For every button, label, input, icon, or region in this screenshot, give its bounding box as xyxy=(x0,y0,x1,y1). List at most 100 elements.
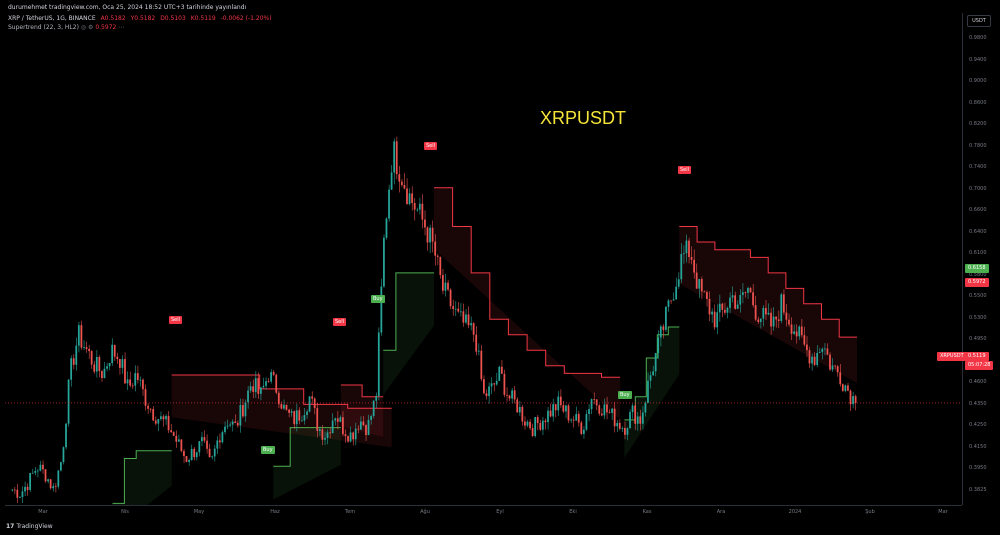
candle-body xyxy=(67,379,70,424)
price-tick: 0.6600 xyxy=(969,207,987,213)
candle-body xyxy=(162,416,165,420)
candle-body xyxy=(118,359,121,368)
candle-body xyxy=(277,392,280,405)
currency-button[interactable]: USDT xyxy=(967,15,991,27)
candle-body xyxy=(98,357,101,372)
candle-body xyxy=(380,286,383,333)
candle-body xyxy=(203,437,206,441)
bar-countdown-badge: 05:07:28 xyxy=(965,361,994,370)
price-tick: 0.8600 xyxy=(969,99,987,106)
candle-body xyxy=(803,335,806,345)
candle-body xyxy=(447,282,449,290)
candle-body xyxy=(641,412,644,424)
candle-body xyxy=(293,411,296,425)
candle-body xyxy=(147,405,149,409)
candle-body xyxy=(721,303,724,310)
candle-body xyxy=(595,399,598,406)
candle-body xyxy=(265,381,267,386)
candle-body xyxy=(495,380,498,385)
more-icon[interactable]: ⋯ xyxy=(118,24,125,31)
candle-body xyxy=(416,209,419,211)
candle-body xyxy=(654,353,657,372)
candle-body xyxy=(272,372,275,375)
candle-body xyxy=(823,348,826,350)
supertrend-fill-6 xyxy=(624,327,680,458)
candle-body xyxy=(729,297,731,308)
candle-body xyxy=(752,292,754,306)
candle-body xyxy=(816,352,819,365)
candle-body xyxy=(280,404,283,409)
candle-body xyxy=(244,402,247,417)
price-chart[interactable] xyxy=(5,13,962,533)
candle-body xyxy=(121,359,124,368)
candle-body xyxy=(508,395,511,399)
price-tick: 0.3825 xyxy=(969,486,987,493)
candle-body xyxy=(142,379,144,390)
candle-body xyxy=(439,256,442,276)
candle-body xyxy=(588,409,590,415)
candle-body xyxy=(54,486,57,487)
candle-body xyxy=(239,405,242,426)
candle-body xyxy=(716,312,719,328)
candle-body xyxy=(234,421,237,423)
candle-body xyxy=(629,412,631,429)
price-axis[interactable]: USDT 0.9800 0.9400 0.9000 0.8600 0.8200 0.780… xyxy=(962,13,1000,505)
chart-pane[interactable] xyxy=(5,13,962,533)
candle-body xyxy=(834,365,836,367)
time-tick: 2024 xyxy=(788,509,802,515)
candle-body xyxy=(618,422,621,429)
price-tick: 0.7800 xyxy=(969,142,987,149)
candle-body xyxy=(821,348,824,353)
candle-body xyxy=(336,418,339,422)
candle-body xyxy=(539,423,542,430)
tradingview-logo[interactable]: 17 TradingView xyxy=(6,523,53,530)
candle-body xyxy=(593,399,596,400)
change-value: -0.0062 (-1.20%) xyxy=(220,15,272,22)
eye-icon[interactable]: ◎ xyxy=(80,24,87,31)
candle-body xyxy=(459,311,462,313)
candle-body xyxy=(785,312,788,320)
candle-body xyxy=(775,316,778,320)
candle-body xyxy=(483,379,485,394)
candle-body xyxy=(559,396,562,406)
time-axis[interactable]: Mar Nis May Haz Tem Ağu Eyl Eki Kas Ara 2024 Şub Mar xyxy=(5,505,962,522)
candle-body xyxy=(529,421,531,429)
candle-body xyxy=(70,358,73,380)
price-tick: 0.5300 xyxy=(969,314,987,321)
candle-body xyxy=(798,326,801,337)
candle-body xyxy=(718,303,721,313)
candle-body xyxy=(275,374,278,393)
settings-icon[interactable]: ⚙ xyxy=(88,24,94,31)
candle-body xyxy=(521,406,524,422)
candle-body xyxy=(167,415,170,431)
candle-body xyxy=(218,440,221,443)
candle-body xyxy=(111,344,114,364)
sell-signal-label: Sell xyxy=(424,142,438,150)
candle-body xyxy=(723,309,726,313)
candle-body xyxy=(470,323,472,326)
time-tick: Ara xyxy=(716,509,726,515)
symbol-price-label: XRPUSDT xyxy=(937,352,967,361)
candle-body xyxy=(106,366,108,369)
price-tick: 0.4950 xyxy=(969,336,987,342)
candle-body xyxy=(421,203,424,220)
candle-body xyxy=(844,385,847,391)
candle-body xyxy=(206,440,208,449)
candle-body xyxy=(403,185,406,189)
candle-body xyxy=(849,390,852,405)
candle-body xyxy=(306,411,308,416)
time-tick: Ağu xyxy=(420,509,430,515)
candle-body xyxy=(101,371,103,378)
candle-body xyxy=(136,373,139,380)
candle-body xyxy=(706,292,708,299)
candle-body xyxy=(213,448,216,457)
symbol-name[interactable]: XRP / TetherUS, 1G, BINANCE xyxy=(8,15,96,22)
candle-body xyxy=(800,326,803,336)
candle-body xyxy=(562,405,565,412)
candle-body xyxy=(493,383,496,385)
candle-body xyxy=(126,379,129,384)
symbol-legend[interactable]: XRP / TetherUS, 1G, BINANCE A0.5182 Y0.5… xyxy=(8,15,275,22)
indicator-name[interactable]: Supertrend (22, 3, HL2) xyxy=(8,24,79,31)
indicator-legend[interactable]: Supertrend (22, 3, HL2) ◎ ⚙ 0.5972 ⋯ xyxy=(8,24,124,31)
candle-body xyxy=(116,356,119,360)
